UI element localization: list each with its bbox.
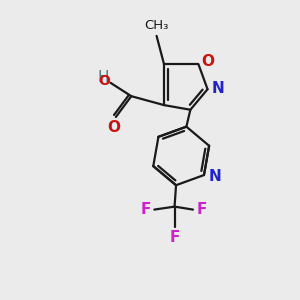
Text: N: N xyxy=(212,81,225,96)
Text: F: F xyxy=(140,202,151,217)
Text: O: O xyxy=(201,54,214,69)
Text: O: O xyxy=(107,120,120,135)
Text: CH₃: CH₃ xyxy=(144,19,169,32)
Text: N: N xyxy=(208,169,221,184)
Text: O: O xyxy=(99,74,110,88)
Text: F: F xyxy=(196,202,207,217)
Text: H: H xyxy=(97,70,109,85)
Text: F: F xyxy=(169,230,180,245)
